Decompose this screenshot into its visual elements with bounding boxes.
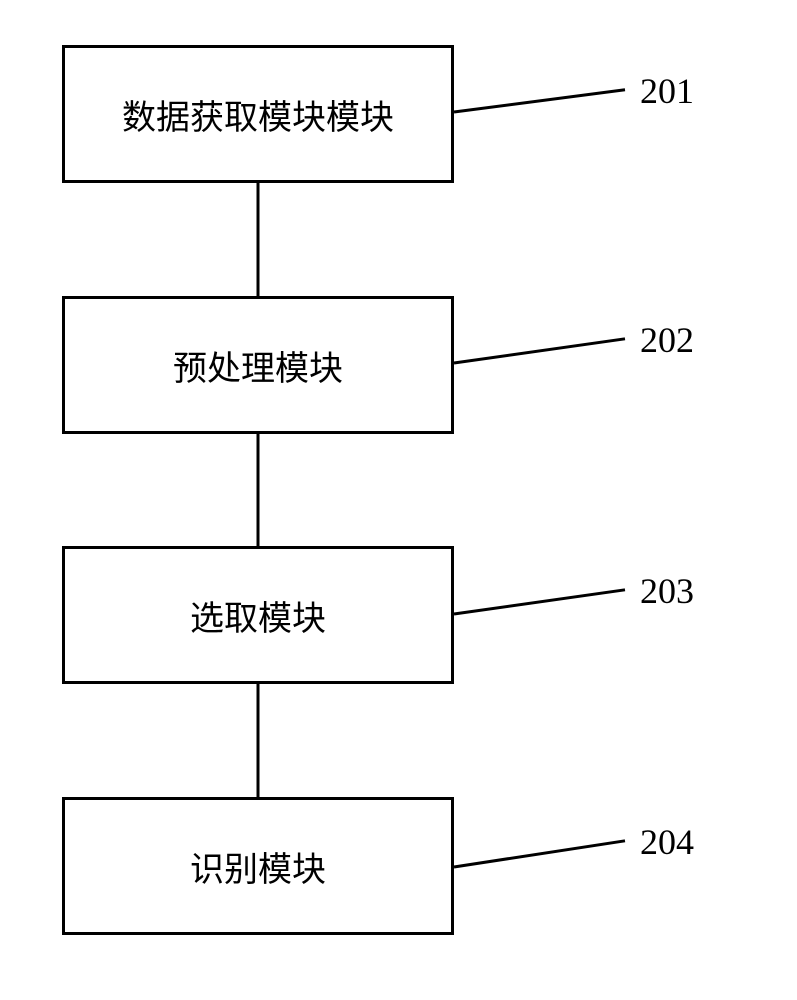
node-selection: 选取模块 — [62, 546, 454, 684]
label-text: 201 — [640, 71, 694, 111]
node-number-204: 204 — [640, 821, 694, 863]
label-text: 202 — [640, 320, 694, 360]
node-recognition: 识别模块 — [62, 797, 454, 935]
label-text: 204 — [640, 822, 694, 862]
node-label: 预处理模块 — [173, 341, 343, 390]
line — [454, 339, 625, 363]
node-number-203: 203 — [640, 570, 694, 612]
node-label: 识别模块 — [190, 842, 326, 891]
node-number-202: 202 — [640, 319, 694, 361]
node-label: 选取模块 — [190, 591, 326, 640]
label-text: 203 — [640, 571, 694, 611]
node-preprocessing: 预处理模块 — [62, 296, 454, 434]
line — [454, 590, 625, 614]
node-data-acquisition: 数据获取模块模块 — [62, 45, 454, 183]
node-label: 数据获取模块模块 — [122, 90, 394, 139]
line — [454, 90, 625, 112]
line — [454, 841, 625, 867]
node-number-201: 201 — [640, 70, 694, 112]
diagram-canvas: 数据获取模块模块 201 预处理模块 202 选取模块 203 识别模块 204 — [0, 0, 797, 1000]
